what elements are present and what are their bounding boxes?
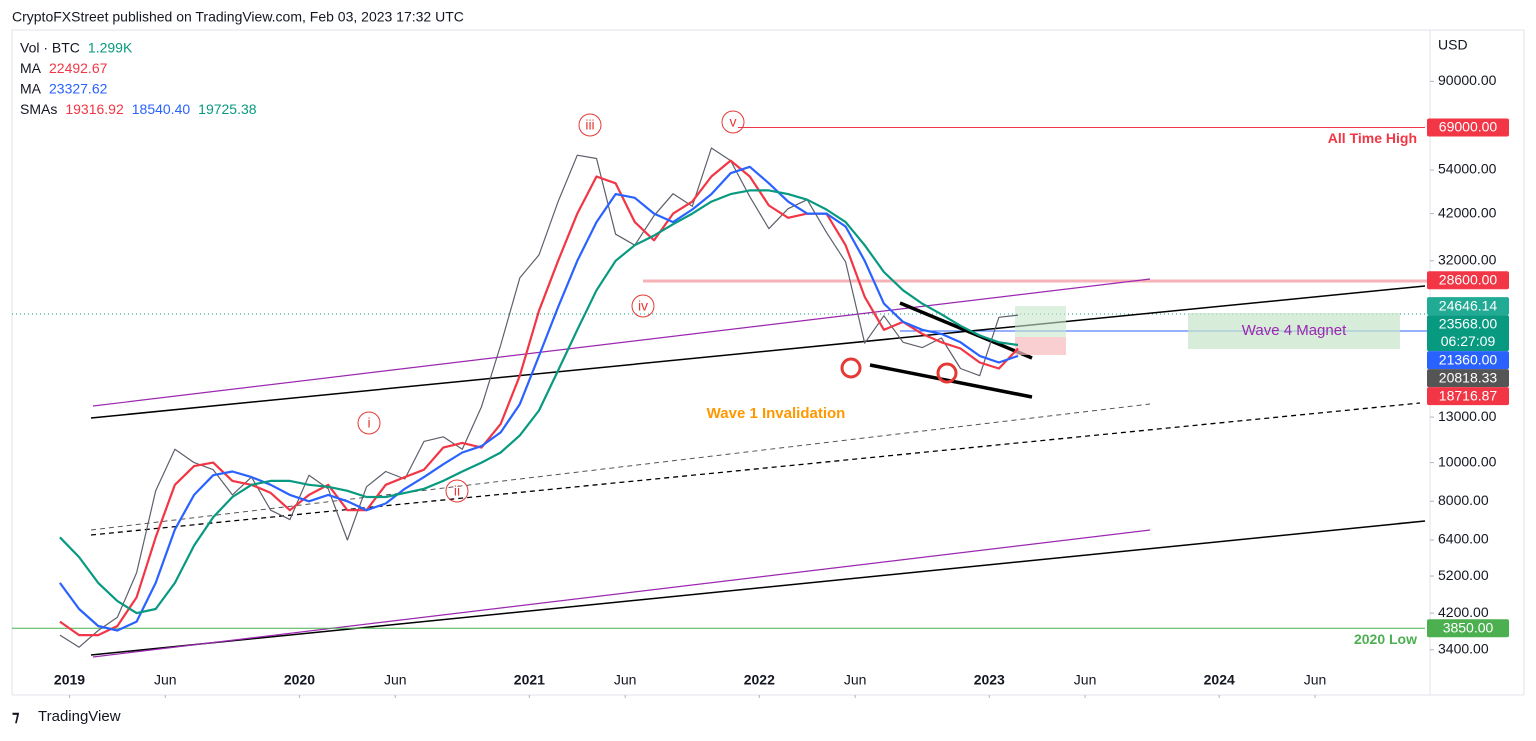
legend-name: MA	[20, 81, 42, 97]
price-line	[59, 147, 1019, 648]
footer-logo: ⁊	[12, 708, 20, 725]
x-tick-label: 2019	[54, 672, 85, 688]
price-label: 24646.14	[1439, 297, 1498, 313]
y-tick-label: 13000.00	[1438, 408, 1497, 424]
wave-label: i	[367, 415, 370, 431]
wave-circle	[578, 113, 602, 137]
y-tick-label: 10000.00	[1438, 453, 1497, 469]
price-label-box	[1427, 619, 1509, 638]
target-zone	[1015, 306, 1066, 337]
wave-label: iv	[638, 298, 648, 314]
wave-circle	[721, 110, 745, 134]
magnet-label: Wave 4 Magnet	[1242, 322, 1347, 339]
x-tick-label: Jun	[1304, 672, 1327, 688]
drawings	[12, 278, 1430, 658]
y-tick-label: 90000.00	[1438, 72, 1497, 88]
dashed-trendline	[90, 402, 1421, 536]
annotations: iii v iv i ii Wave 1 Invalidation Wave 4…	[357, 110, 1347, 503]
target-icon	[936, 362, 958, 384]
x-tick-label: 2022	[744, 672, 775, 688]
y-tick-label: 42000.00	[1438, 204, 1497, 220]
wave-label: v	[730, 114, 737, 130]
x-tick-label: Jun	[154, 672, 177, 688]
legend-name: MA	[20, 60, 42, 76]
price-label: 18716.87	[1439, 387, 1498, 403]
price-label-box	[1427, 387, 1509, 406]
wave-circle	[357, 411, 381, 435]
wedge-line	[899, 301, 1033, 360]
legend-value: 18540.40	[132, 101, 191, 117]
wave-label: iii	[585, 117, 594, 133]
y-tick-label: 54000.00	[1438, 161, 1497, 177]
level-label: 2020 Low	[1354, 631, 1417, 647]
y-tick-label: 5200.00	[1438, 567, 1489, 583]
x-tick-label: 2020	[284, 672, 315, 688]
x-tick-label: Jun	[844, 672, 867, 688]
legend-value: 1.299K	[88, 40, 133, 56]
legend-value: 19316.92	[65, 101, 124, 117]
price-label: 28600.00	[1439, 271, 1498, 287]
y-tick-label: 8000.00	[1438, 492, 1489, 508]
price-label-box	[1427, 369, 1509, 388]
plot	[12, 126, 1425, 648]
dashed-trendline	[90, 403, 1151, 531]
y-axis-label: USD	[1438, 37, 1468, 53]
price-label-box	[1427, 297, 1509, 316]
stop-zone	[1015, 337, 1066, 355]
y-tick-label: 6400.00	[1438, 531, 1489, 547]
y-tick-label: 32000.00	[1438, 251, 1497, 267]
wave-label: ii	[454, 483, 460, 499]
sma-line	[59, 189, 1019, 615]
x-tick-label: 2024	[1204, 672, 1235, 688]
price-label-box	[1427, 118, 1509, 137]
price-label: 21360.00	[1439, 351, 1498, 367]
magnet-box	[1188, 313, 1400, 349]
price-countdown: 06:27:09	[1441, 333, 1496, 349]
price-label: 23568.00	[1439, 315, 1498, 331]
footer-brand: TradingView	[38, 708, 121, 725]
legend-value: 23327.62	[49, 81, 108, 97]
wave-circle	[631, 294, 655, 318]
wave-circle	[445, 479, 469, 503]
legend-name: SMAs	[20, 101, 57, 117]
header-title: CryptoFXStreet published on TradingView.…	[12, 9, 464, 25]
target-icon	[840, 357, 862, 379]
x-tick-label: 2023	[974, 672, 1005, 688]
trendline	[92, 529, 1151, 658]
price-label: 20818.33	[1439, 369, 1498, 385]
trendline	[92, 278, 1151, 407]
x-tick-label: Jun	[614, 672, 637, 688]
legend-value: 22492.67	[49, 60, 108, 76]
trendline	[90, 285, 1426, 419]
x-tick-label: Jun	[384, 672, 407, 688]
y-tick-label: 4200.00	[1438, 604, 1489, 620]
x-tick-label: 2021	[514, 672, 545, 688]
price-label-box	[1427, 315, 1509, 352]
price-label: 3850.00	[1443, 619, 1494, 635]
legend-value: 19725.38	[198, 101, 257, 117]
sma-line	[59, 159, 1019, 637]
price-label-box	[1427, 271, 1509, 290]
legend-name: Vol · BTC	[20, 40, 80, 56]
invalidation-label: Wave 1 Invalidation	[707, 405, 846, 422]
footer: ⁊ TradingView	[12, 708, 121, 725]
sma-line	[59, 165, 1019, 632]
trendline	[90, 520, 1426, 656]
price-label-box	[1427, 351, 1509, 370]
legend: Vol · BTC 1.299K MA 22492.67 MA 23327.62 SMAs 1…	[20, 40, 257, 118]
x-tick-label: Jun	[1074, 672, 1097, 688]
price-label: 69000.00	[1439, 119, 1498, 135]
y-tick-label: 3400.00	[1438, 640, 1489, 656]
level-label: All Time High	[1328, 130, 1417, 146]
